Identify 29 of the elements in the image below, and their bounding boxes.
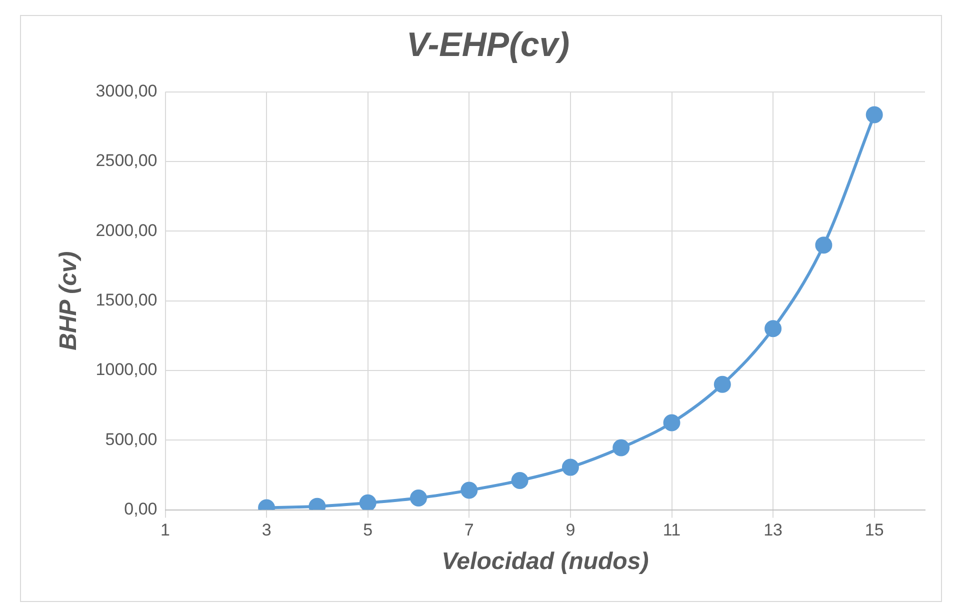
point (764, 320, 782, 338)
x-tick-label: 11 (662, 520, 681, 540)
y-tick-label: 2000,00 (96, 220, 158, 240)
y-tick-label: 0,00 (124, 499, 158, 518)
y-tick-label: 3000,00 (96, 81, 158, 100)
point (612, 439, 630, 456)
x-tick-label: 3 (262, 520, 272, 540)
y-tick-label: 1500,00 (96, 290, 158, 310)
x-tick-label: 9 (566, 520, 576, 540)
point (663, 414, 680, 432)
x-tick-label: 7 (464, 520, 474, 540)
x-tick-label: 13 (764, 520, 783, 540)
y-axis-title: BHP (cv) (55, 251, 82, 350)
x-axis-title: Velocidad (nudos) (442, 548, 649, 576)
x-tick-label: 1 (160, 520, 170, 540)
point (410, 489, 427, 506)
y-tick-label: 2500,00 (96, 151, 158, 170)
point (815, 236, 832, 254)
x-tick-label: 15 (864, 520, 884, 540)
chart-title: V-EHP(cv) (406, 26, 570, 64)
point (714, 376, 731, 393)
point (866, 106, 883, 124)
y-tick-label: 1000,00 (96, 360, 158, 380)
point (359, 494, 376, 510)
point (460, 482, 478, 499)
y-tick-label: 500,00 (105, 430, 158, 449)
x-tick-label: 5 (363, 520, 373, 540)
point (562, 458, 579, 476)
point (511, 472, 528, 490)
